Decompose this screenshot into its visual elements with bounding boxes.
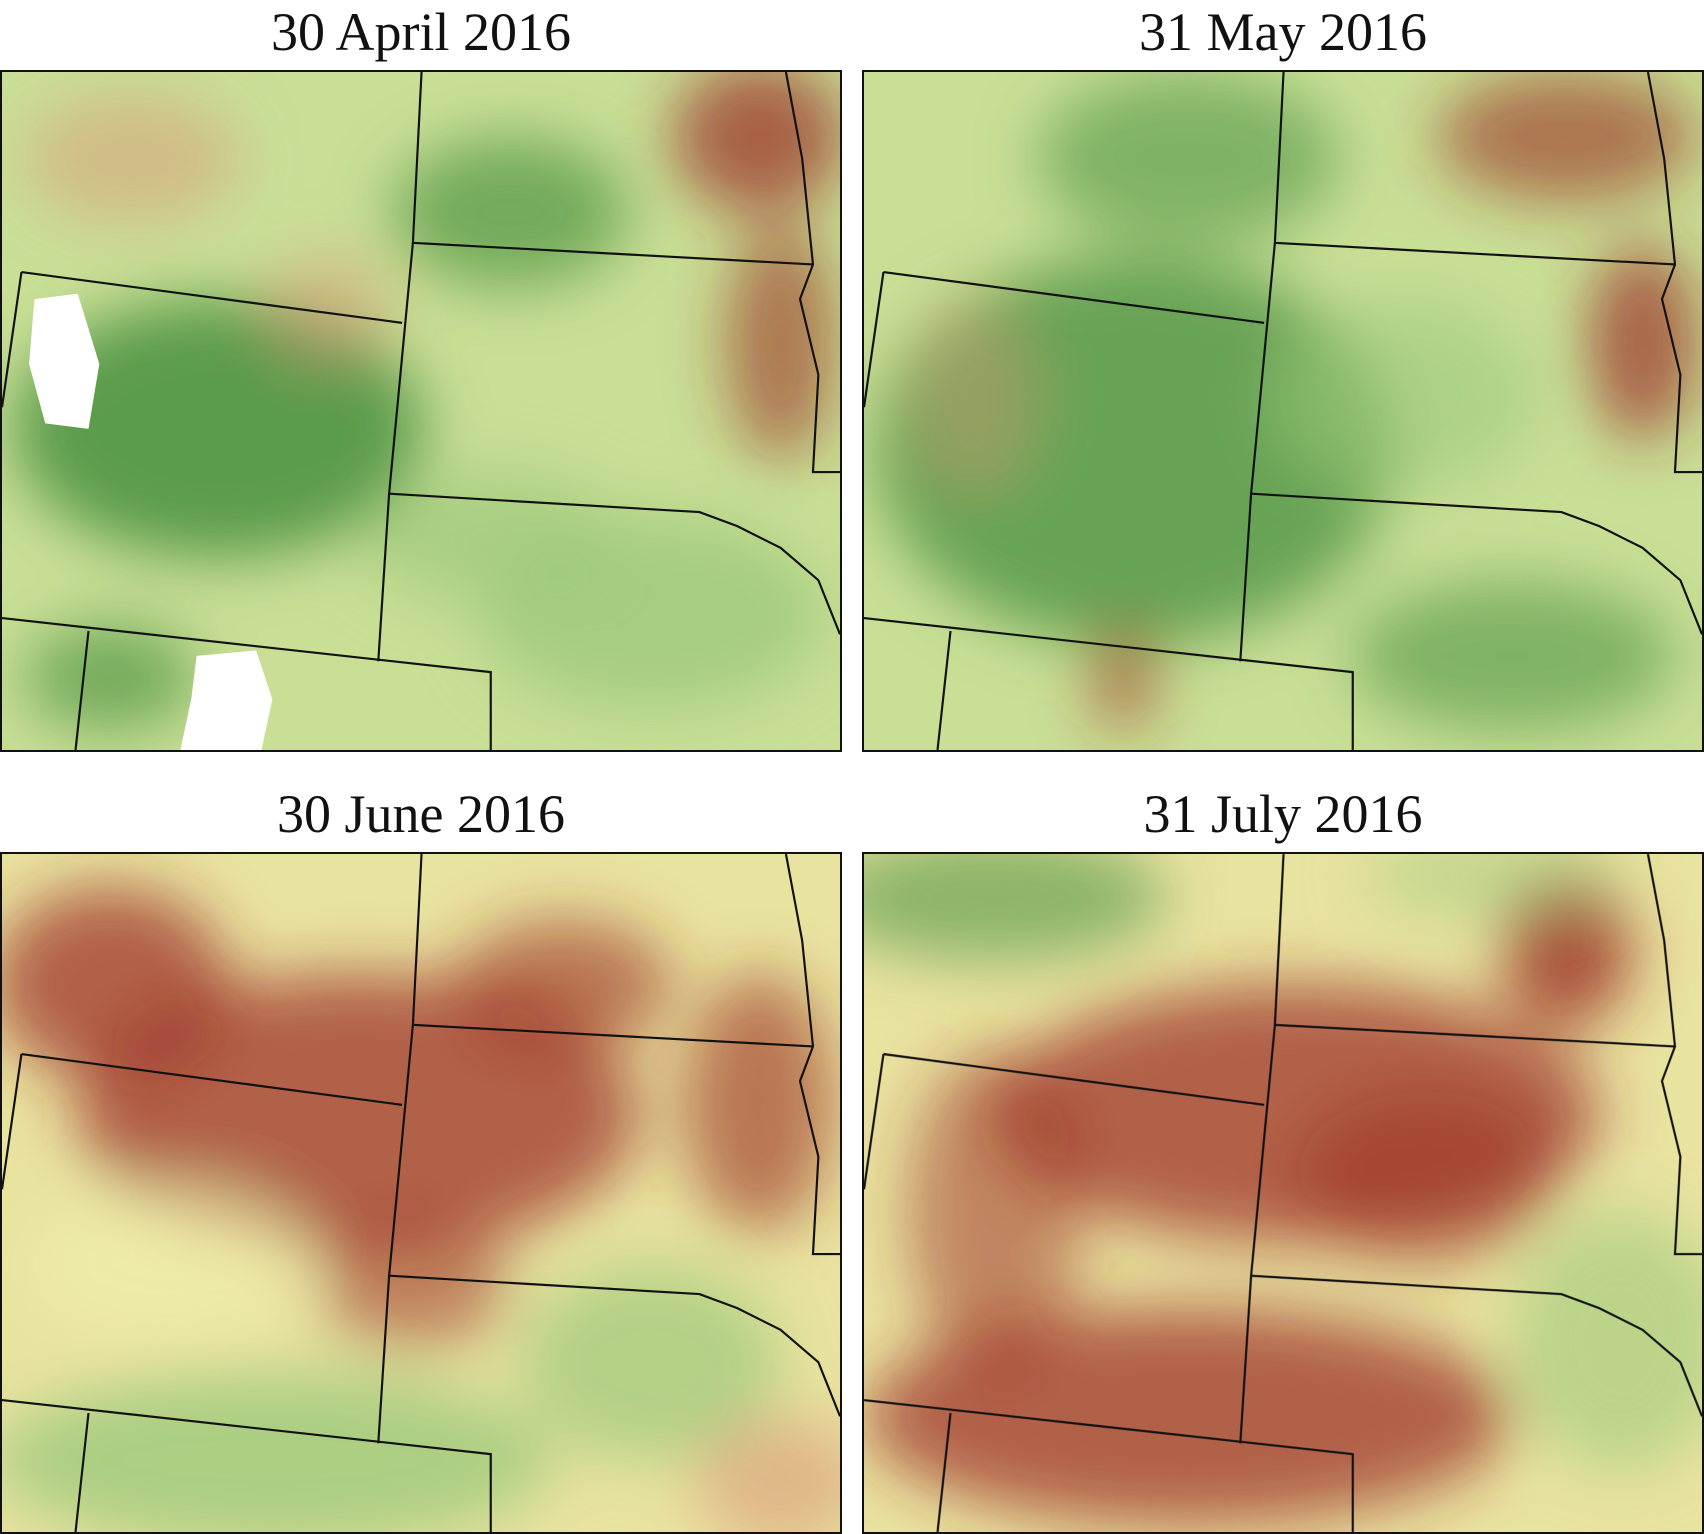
state-boundary bbox=[1646, 854, 1702, 1256]
vegetation-anomaly bbox=[2, 886, 840, 1532]
anomaly-region bbox=[907, 1048, 1081, 1374]
anomaly-region bbox=[456, 918, 673, 1049]
anomaly-region bbox=[1512, 1210, 1702, 1471]
anomaly-region bbox=[315, 1221, 511, 1352]
vegetation-anomaly bbox=[864, 854, 1702, 1525]
anomaly-region bbox=[1296, 1091, 1557, 1265]
anomaly-region bbox=[1588, 245, 1697, 440]
anomaly-region bbox=[12, 299, 424, 559]
anomaly-region bbox=[694, 1416, 840, 1532]
anomaly-region bbox=[23, 1189, 305, 1341]
state-boundary bbox=[883, 270, 1265, 324]
map bbox=[862, 852, 1704, 1534]
anomaly-region bbox=[2, 886, 230, 1082]
map bbox=[862, 70, 1704, 752]
anomaly-region bbox=[683, 972, 835, 1233]
state-boundary bbox=[936, 630, 952, 750]
panel-title: 30 June 2016 bbox=[277, 784, 565, 844]
state-boundary bbox=[1251, 1274, 1702, 1417]
state-boundary bbox=[1646, 72, 1702, 474]
map bbox=[0, 70, 842, 752]
state-boundary bbox=[2, 617, 492, 750]
anomaly-region bbox=[672, 72, 840, 213]
anomaly-region bbox=[358, 472, 619, 602]
anomaly-region bbox=[726, 223, 835, 462]
anomaly-region bbox=[1274, 299, 1535, 494]
state-boundary bbox=[864, 617, 1354, 750]
anomaly-region bbox=[261, 255, 392, 364]
panel-title: 30 April 2016 bbox=[270, 2, 571, 62]
state-boundary bbox=[2, 1399, 492, 1532]
state-boundary bbox=[864, 1053, 885, 1190]
panel-title: 31 May 2016 bbox=[1139, 2, 1427, 62]
state-boundary bbox=[21, 1052, 403, 1106]
anomaly-region bbox=[864, 854, 1167, 963]
state-boundary bbox=[936, 1412, 952, 1532]
state-boundary bbox=[21, 270, 403, 324]
anomaly-region bbox=[907, 299, 1038, 494]
state-boundary bbox=[2, 1053, 23, 1190]
vegetation-anomaly bbox=[12, 72, 840, 732]
anomaly-region bbox=[2, 1373, 554, 1532]
anomaly-region bbox=[391, 136, 630, 289]
state-boundary bbox=[1273, 72, 1676, 266]
map bbox=[0, 852, 842, 1534]
anomaly-region bbox=[1437, 72, 1697, 202]
anomaly-region bbox=[864, 1308, 1513, 1525]
anomaly-region bbox=[1350, 580, 1675, 732]
state-boundary bbox=[864, 271, 885, 408]
state-boundary bbox=[1251, 492, 1702, 635]
missing-data bbox=[180, 650, 273, 750]
state-boundary bbox=[74, 630, 90, 750]
anomaly-region bbox=[23, 623, 197, 732]
panel-title: 31 July 2016 bbox=[1143, 784, 1423, 844]
state-boundary bbox=[74, 1412, 90, 1532]
anomaly-region bbox=[77, 972, 640, 1255]
state-boundary bbox=[784, 854, 840, 1256]
state-boundary bbox=[883, 1052, 1265, 1106]
state-boundary bbox=[784, 72, 840, 474]
state-boundary bbox=[864, 1399, 1354, 1532]
anomaly-region bbox=[521, 1264, 781, 1460]
anomaly-region bbox=[23, 93, 240, 224]
anomaly-region bbox=[1037, 72, 1340, 246]
state-boundary bbox=[389, 492, 840, 635]
anomaly-region bbox=[1361, 854, 1621, 919]
state-boundary bbox=[389, 1274, 840, 1417]
state-boundary bbox=[2, 271, 23, 408]
missing-data bbox=[29, 293, 100, 429]
anomaly-region bbox=[1091, 623, 1156, 732]
